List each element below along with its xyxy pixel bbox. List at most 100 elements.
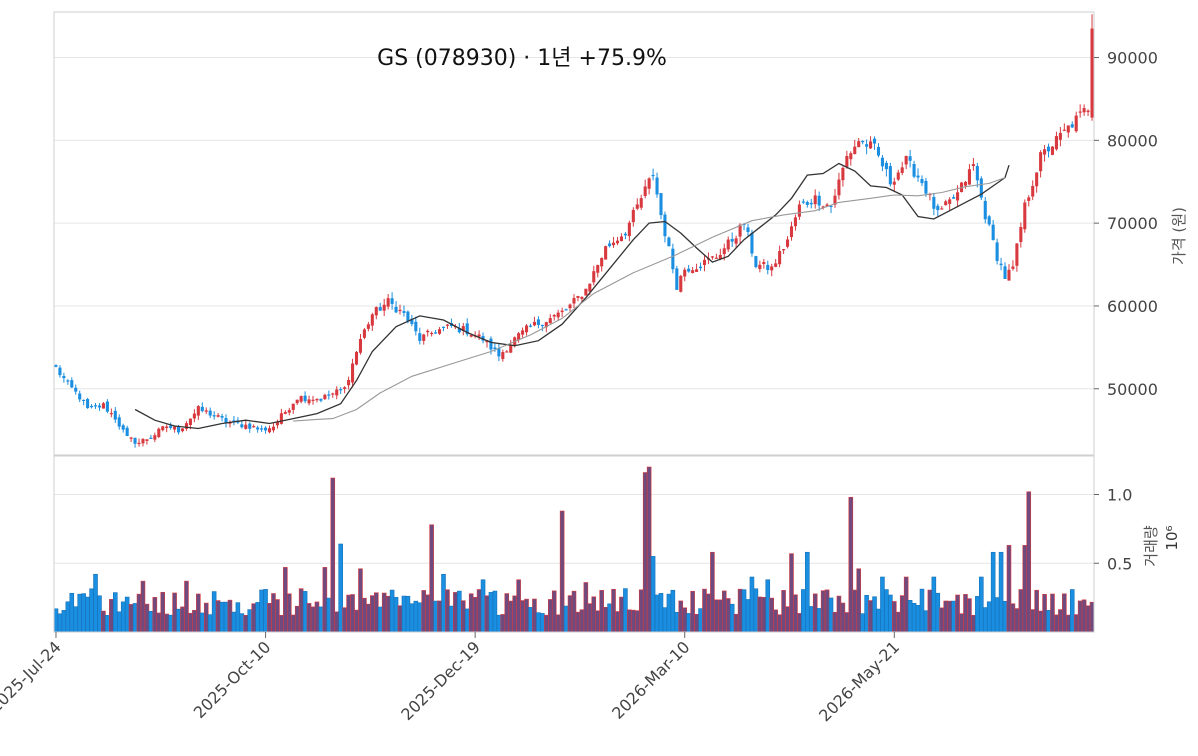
candle-body — [687, 268, 691, 272]
candle-body — [940, 208, 944, 210]
volume-bar — [1046, 610, 1051, 633]
ma-long-line — [293, 177, 1006, 422]
candle-body — [256, 427, 260, 430]
candle-body — [78, 393, 82, 400]
candle-body — [177, 425, 181, 433]
volume-bar — [876, 608, 881, 633]
candle-body — [461, 326, 465, 331]
volume-bar — [745, 599, 751, 633]
candle-body — [493, 347, 497, 350]
volume-bar — [508, 600, 514, 633]
volume-bar — [658, 593, 664, 633]
volume-bar — [61, 610, 67, 633]
volume-bar — [725, 598, 731, 633]
candle-body — [335, 389, 339, 396]
candle-body — [615, 240, 620, 244]
candle-body — [825, 204, 829, 207]
candle-body — [944, 201, 948, 206]
volume-bar — [136, 593, 142, 633]
volume-bar — [124, 596, 130, 633]
candle-body — [1074, 115, 1078, 132]
candle-body — [232, 420, 236, 422]
candle-body — [904, 155, 908, 165]
volume-bar — [1030, 609, 1035, 633]
volume-bar — [714, 599, 719, 633]
volume-bar — [528, 607, 533, 633]
volume-bar — [1089, 601, 1095, 633]
candle-body — [505, 351, 509, 353]
price-tick-label: 70000 — [1107, 214, 1158, 233]
candle-body — [845, 156, 849, 167]
candle-body — [457, 328, 461, 333]
volume-bar — [330, 477, 336, 633]
volume-bar — [468, 593, 474, 633]
candle-body — [54, 365, 58, 367]
candle-body — [983, 200, 987, 220]
candle-body — [291, 403, 295, 410]
volume-bar — [275, 599, 280, 633]
volume-bar — [935, 592, 941, 633]
candle-body — [1027, 197, 1031, 201]
volume-bar — [666, 593, 672, 633]
volume-bar — [555, 614, 561, 633]
candle-body — [548, 318, 552, 324]
grid-layer — [54, 57, 1094, 564]
volume-bar — [215, 600, 221, 633]
volume-bar — [773, 609, 778, 633]
volume-bar — [615, 611, 620, 633]
volume-bar — [500, 614, 506, 633]
volume-bar — [797, 613, 802, 633]
volume-bar — [211, 591, 217, 633]
candle-body — [766, 264, 770, 271]
x-tick-label: 2026-Mar-10 — [608, 637, 693, 722]
candle-body — [192, 413, 196, 419]
candle-body — [145, 439, 149, 441]
volume-bar — [259, 589, 264, 633]
volume-bar — [1077, 600, 1083, 633]
candle-body — [1039, 152, 1043, 172]
x-tick-label: 2025-Jul-24 — [0, 637, 65, 716]
volume-bar — [899, 595, 905, 633]
candle-body — [113, 410, 117, 420]
candle-body — [477, 334, 481, 337]
volume-bar — [461, 600, 466, 633]
volume-axis-label: 거래량 — [1142, 525, 1160, 567]
candle-body — [1086, 110, 1090, 113]
volume-bar — [310, 606, 316, 633]
candle-body — [667, 237, 671, 247]
volume-bar — [334, 611, 340, 633]
candle-body — [204, 410, 208, 412]
candle-body — [1043, 149, 1047, 155]
volume-bar — [516, 579, 521, 633]
volume-bar — [662, 607, 668, 633]
candle-body — [295, 399, 299, 404]
candle-body — [963, 181, 968, 186]
volume-bar — [354, 609, 359, 633]
volume-bar — [318, 606, 324, 633]
candle-body — [438, 329, 442, 334]
candle-body — [813, 195, 817, 205]
candle-body — [552, 315, 556, 317]
candle-body — [117, 417, 121, 427]
candle-body — [679, 275, 683, 292]
volume-bar — [294, 605, 300, 633]
volume-bar — [322, 567, 328, 633]
volume-bar — [302, 591, 308, 633]
volume-bar — [290, 614, 296, 633]
candle-body — [212, 415, 216, 417]
volume-bar — [140, 580, 146, 633]
candle-body — [398, 309, 402, 312]
volume-bar — [634, 610, 640, 633]
volume-bar — [65, 601, 71, 633]
volume-bar — [547, 599, 553, 633]
volume-bar — [1085, 605, 1091, 633]
candle-body — [390, 298, 394, 304]
volume-bar — [785, 606, 790, 633]
candle-body — [1058, 132, 1062, 140]
volume-bar — [654, 594, 660, 633]
candle-body — [481, 336, 485, 341]
candle-body — [244, 424, 248, 429]
volume-bar — [595, 610, 601, 633]
volume-bar — [923, 610, 929, 633]
